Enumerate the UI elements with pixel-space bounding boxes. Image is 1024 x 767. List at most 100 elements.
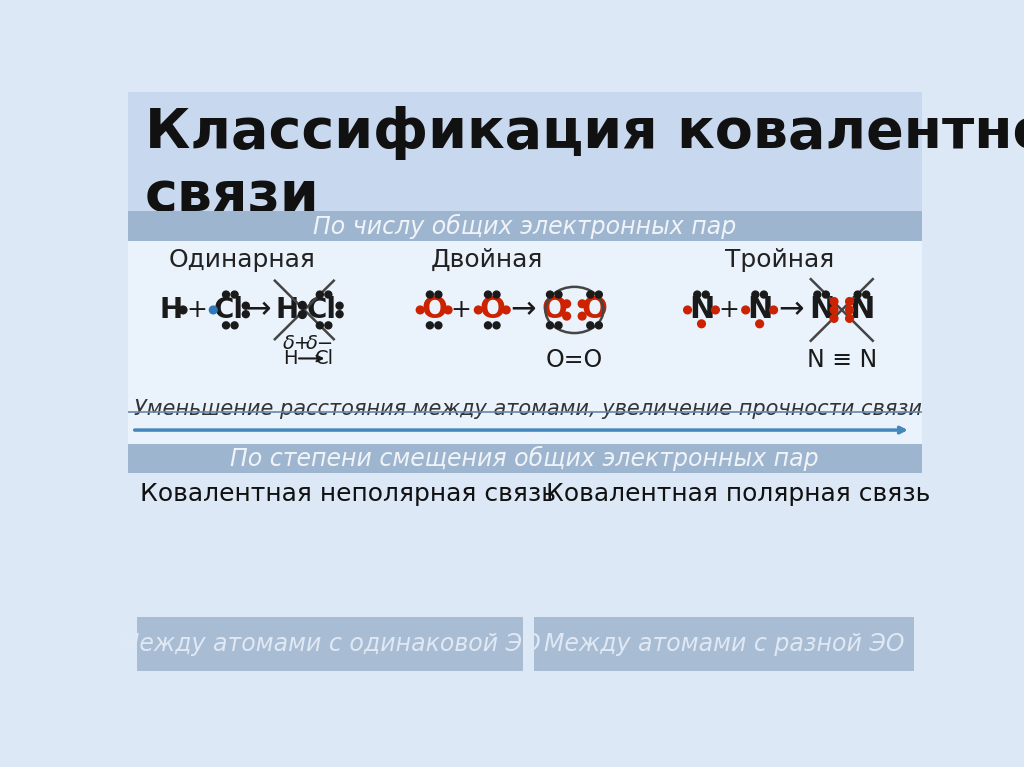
Circle shape (555, 291, 562, 298)
Circle shape (712, 306, 719, 314)
Circle shape (563, 300, 570, 308)
Text: Между атомами с одинаковой ЭО: Между атомами с одинаковой ЭО (120, 632, 541, 656)
Circle shape (503, 306, 510, 314)
Circle shape (179, 306, 187, 314)
Text: H: H (283, 349, 298, 368)
Circle shape (770, 306, 777, 314)
Circle shape (484, 291, 492, 298)
Circle shape (830, 314, 838, 322)
Text: Cl: Cl (214, 296, 244, 324)
Text: N ≡ N: N ≡ N (807, 348, 877, 372)
Circle shape (325, 291, 332, 298)
Circle shape (862, 291, 869, 298)
Circle shape (547, 322, 554, 329)
Circle shape (336, 311, 343, 318)
Circle shape (444, 306, 452, 314)
Text: H: H (159, 296, 182, 324)
Circle shape (435, 291, 442, 298)
FancyBboxPatch shape (128, 444, 922, 473)
Text: По числу общих электронных пар: По числу общих электронных пар (313, 213, 736, 239)
FancyBboxPatch shape (128, 212, 922, 241)
Text: +: + (186, 298, 208, 322)
Text: Ковалентная полярная связь: Ковалентная полярная связь (547, 482, 931, 506)
Circle shape (854, 291, 861, 298)
Circle shape (474, 306, 482, 314)
Text: →: → (246, 295, 271, 324)
Circle shape (563, 312, 570, 320)
Circle shape (830, 298, 838, 305)
Text: Одинарная: Одинарная (168, 249, 315, 272)
Text: +: + (451, 298, 472, 322)
Circle shape (222, 322, 229, 329)
Circle shape (209, 306, 217, 314)
Text: Cl: Cl (307, 296, 337, 324)
Text: Классификация ковалентной: Классификация ковалентной (145, 106, 1024, 160)
Circle shape (316, 291, 324, 298)
Circle shape (316, 322, 324, 329)
Text: O: O (542, 295, 567, 324)
FancyBboxPatch shape (128, 473, 922, 683)
Text: Уменьшение расстояния между атомами, увеличение прочности связи: Уменьшение расстояния между атомами, уве… (134, 400, 923, 420)
Text: O: O (479, 295, 505, 324)
FancyBboxPatch shape (535, 617, 913, 671)
Circle shape (231, 322, 238, 329)
Circle shape (684, 306, 691, 314)
Text: N: N (746, 295, 772, 324)
Text: По степени смещения общих электронных пар: По степени смещения общих электронных па… (230, 446, 819, 471)
Circle shape (579, 312, 586, 320)
Circle shape (814, 291, 821, 298)
Circle shape (299, 311, 306, 318)
Circle shape (761, 291, 767, 298)
Circle shape (830, 306, 838, 314)
Text: Между атомами с разной ЭО: Между атомами с разной ЭО (544, 632, 904, 656)
Circle shape (243, 311, 249, 318)
Circle shape (822, 291, 829, 298)
Circle shape (741, 306, 750, 314)
Circle shape (846, 314, 853, 322)
Circle shape (435, 322, 442, 329)
Circle shape (697, 320, 706, 328)
Text: →: → (511, 295, 536, 324)
Text: δ+: δ+ (283, 334, 311, 353)
Circle shape (231, 291, 238, 298)
Circle shape (846, 298, 853, 305)
Circle shape (547, 291, 554, 298)
Circle shape (756, 320, 764, 328)
Circle shape (587, 291, 594, 298)
Text: N: N (689, 295, 714, 324)
Circle shape (417, 306, 424, 314)
FancyBboxPatch shape (128, 241, 922, 444)
Text: →: → (778, 295, 804, 324)
Circle shape (555, 322, 562, 329)
Circle shape (325, 322, 332, 329)
Text: Двойная: Двойная (430, 249, 543, 272)
Text: O: O (421, 295, 447, 324)
Text: H: H (275, 296, 298, 324)
Text: Тройная: Тройная (725, 249, 834, 272)
Text: связи: связи (145, 169, 319, 223)
Circle shape (493, 291, 500, 298)
Circle shape (702, 291, 710, 298)
Text: N: N (849, 295, 874, 324)
Circle shape (243, 302, 249, 309)
Circle shape (493, 322, 500, 329)
Circle shape (426, 322, 433, 329)
Circle shape (846, 306, 853, 314)
Circle shape (299, 301, 306, 309)
FancyBboxPatch shape (128, 92, 922, 212)
Circle shape (693, 291, 700, 298)
Text: Cl: Cl (314, 349, 334, 368)
Circle shape (336, 302, 343, 309)
Text: N: N (809, 295, 835, 324)
Circle shape (579, 300, 586, 308)
Circle shape (752, 291, 759, 298)
Circle shape (484, 322, 492, 329)
Text: +: + (718, 298, 739, 322)
Circle shape (587, 322, 594, 329)
Circle shape (222, 291, 229, 298)
Text: O=O: O=O (546, 348, 603, 372)
Text: O: O (582, 295, 607, 324)
Text: δ−: δ− (306, 334, 335, 353)
FancyBboxPatch shape (137, 617, 523, 671)
Circle shape (595, 291, 602, 298)
